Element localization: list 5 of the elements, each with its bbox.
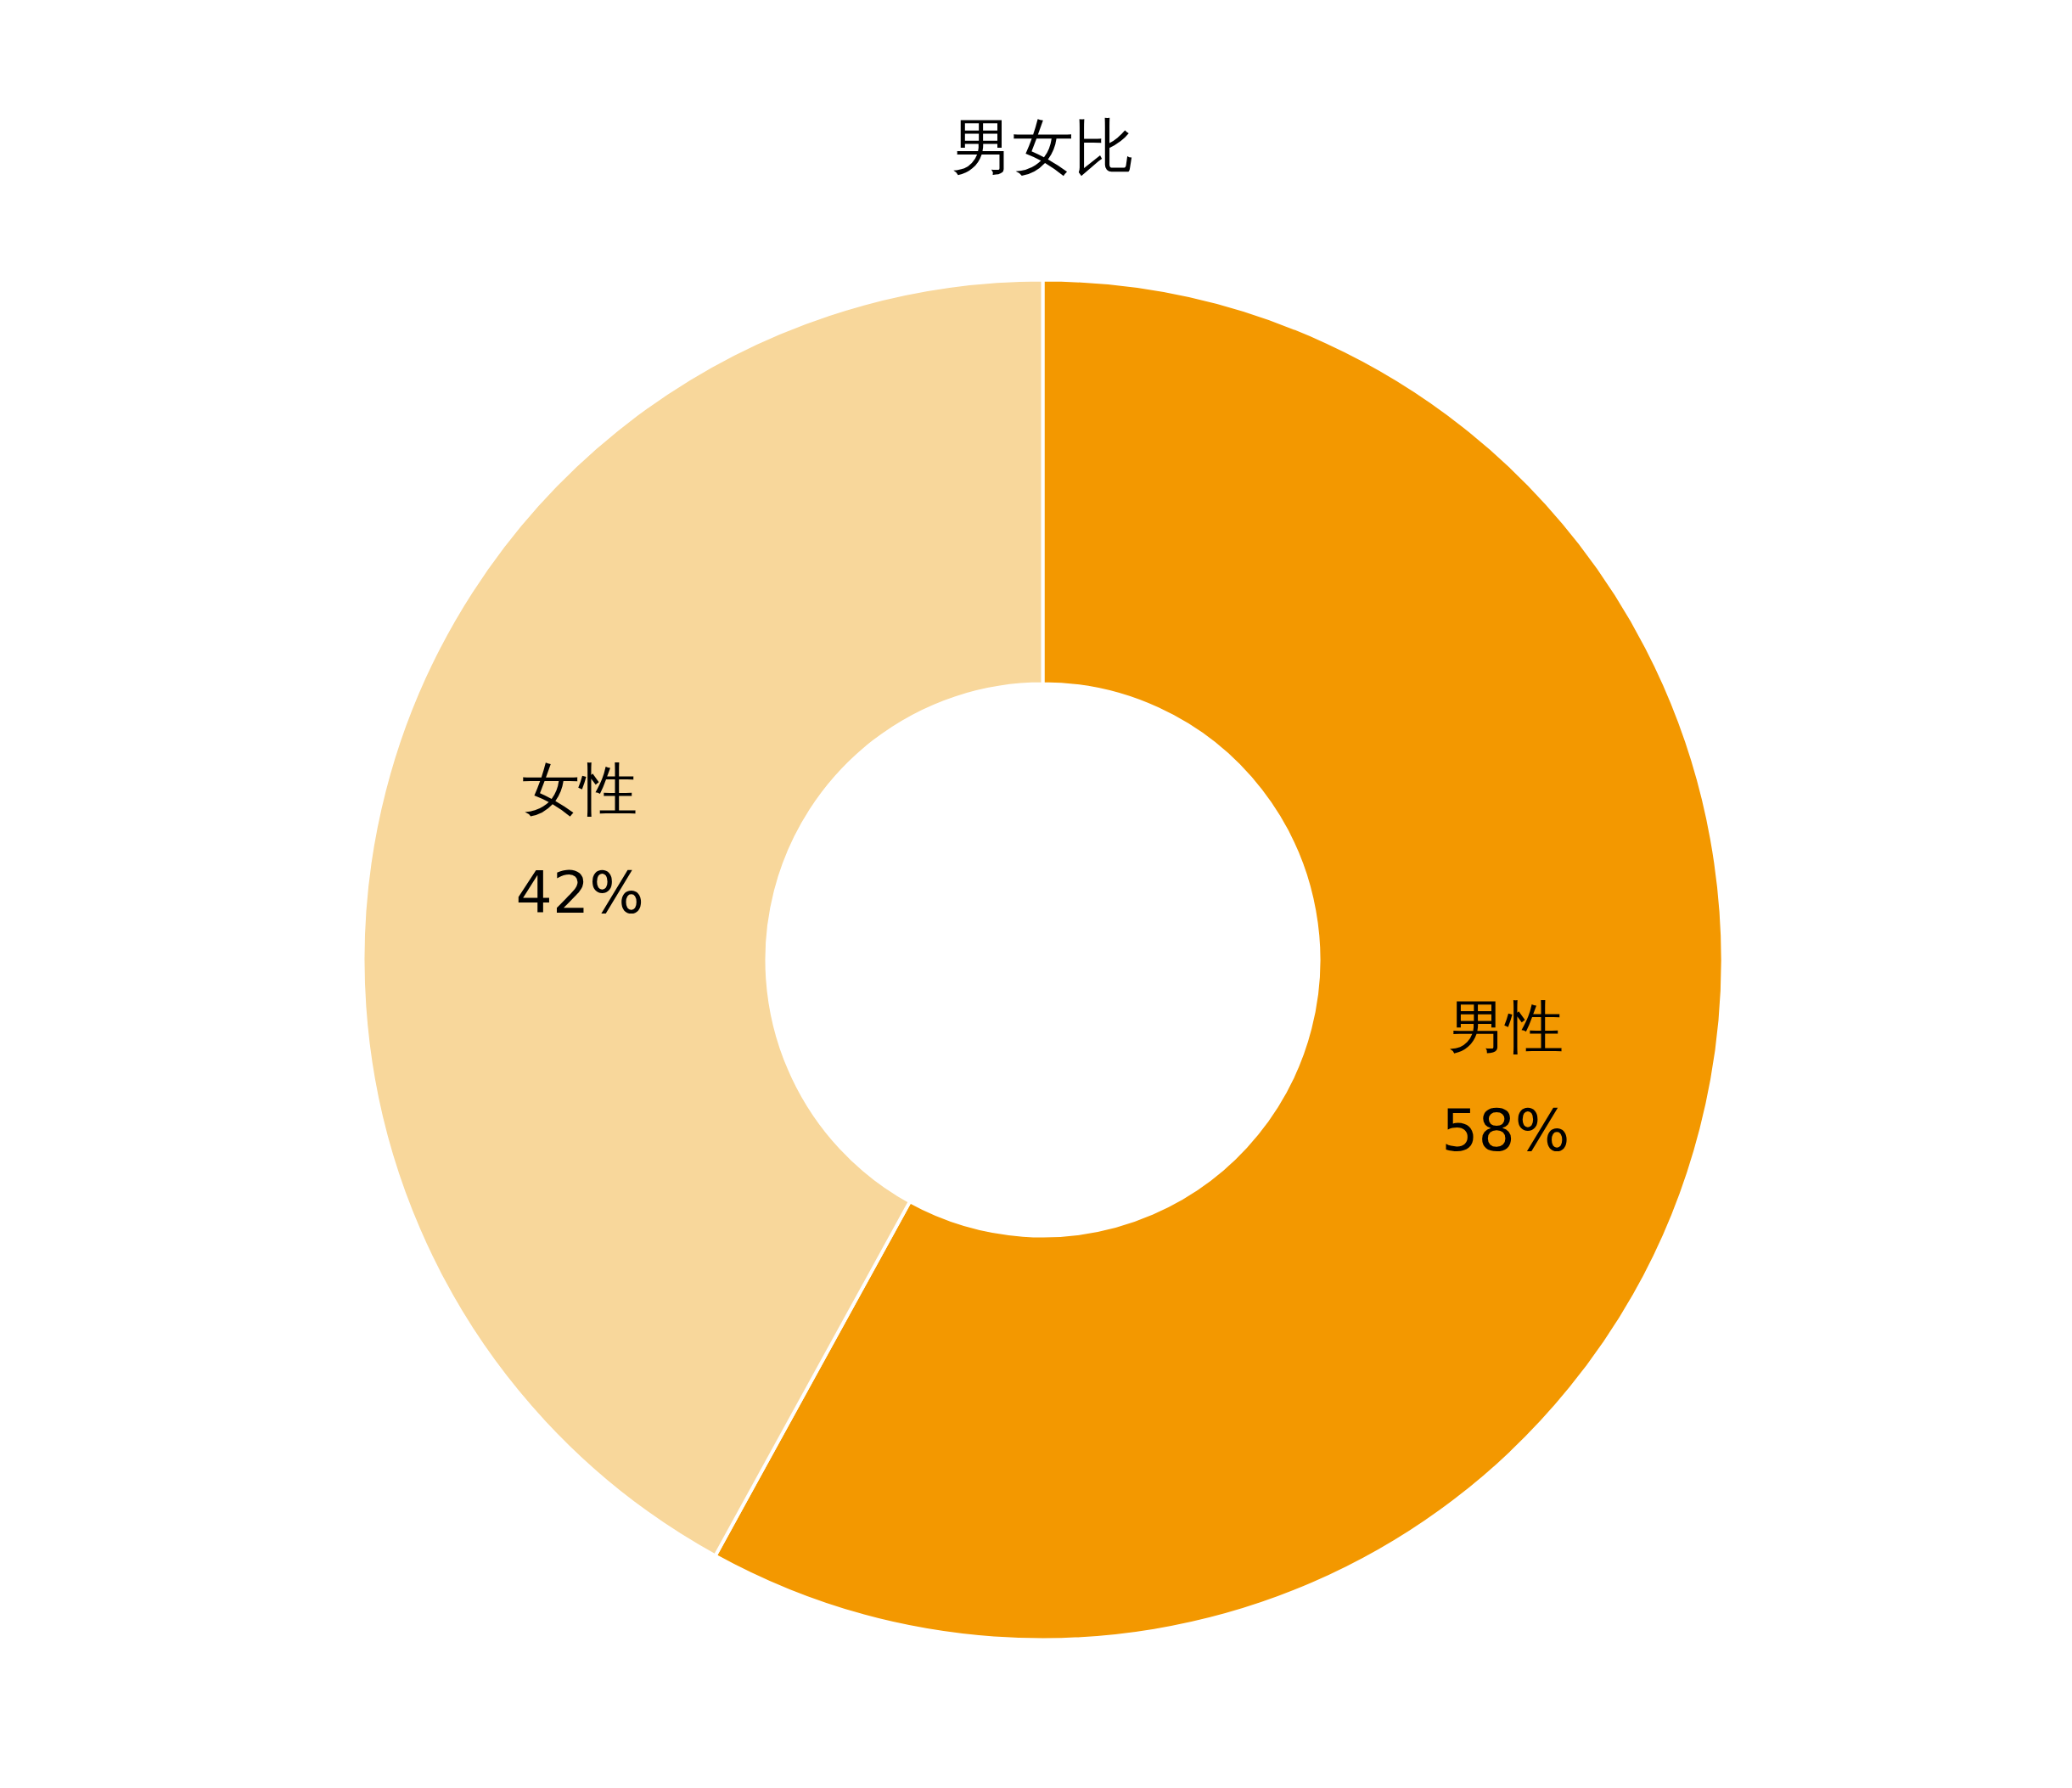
data-label: 42% — [515, 859, 644, 927]
slice-label: 男性 — [1447, 992, 1564, 1060]
chart-title: 男女比 — [951, 110, 1135, 183]
slice-label: 女性 — [522, 755, 638, 823]
data-label: 58% — [1441, 1097, 1570, 1165]
